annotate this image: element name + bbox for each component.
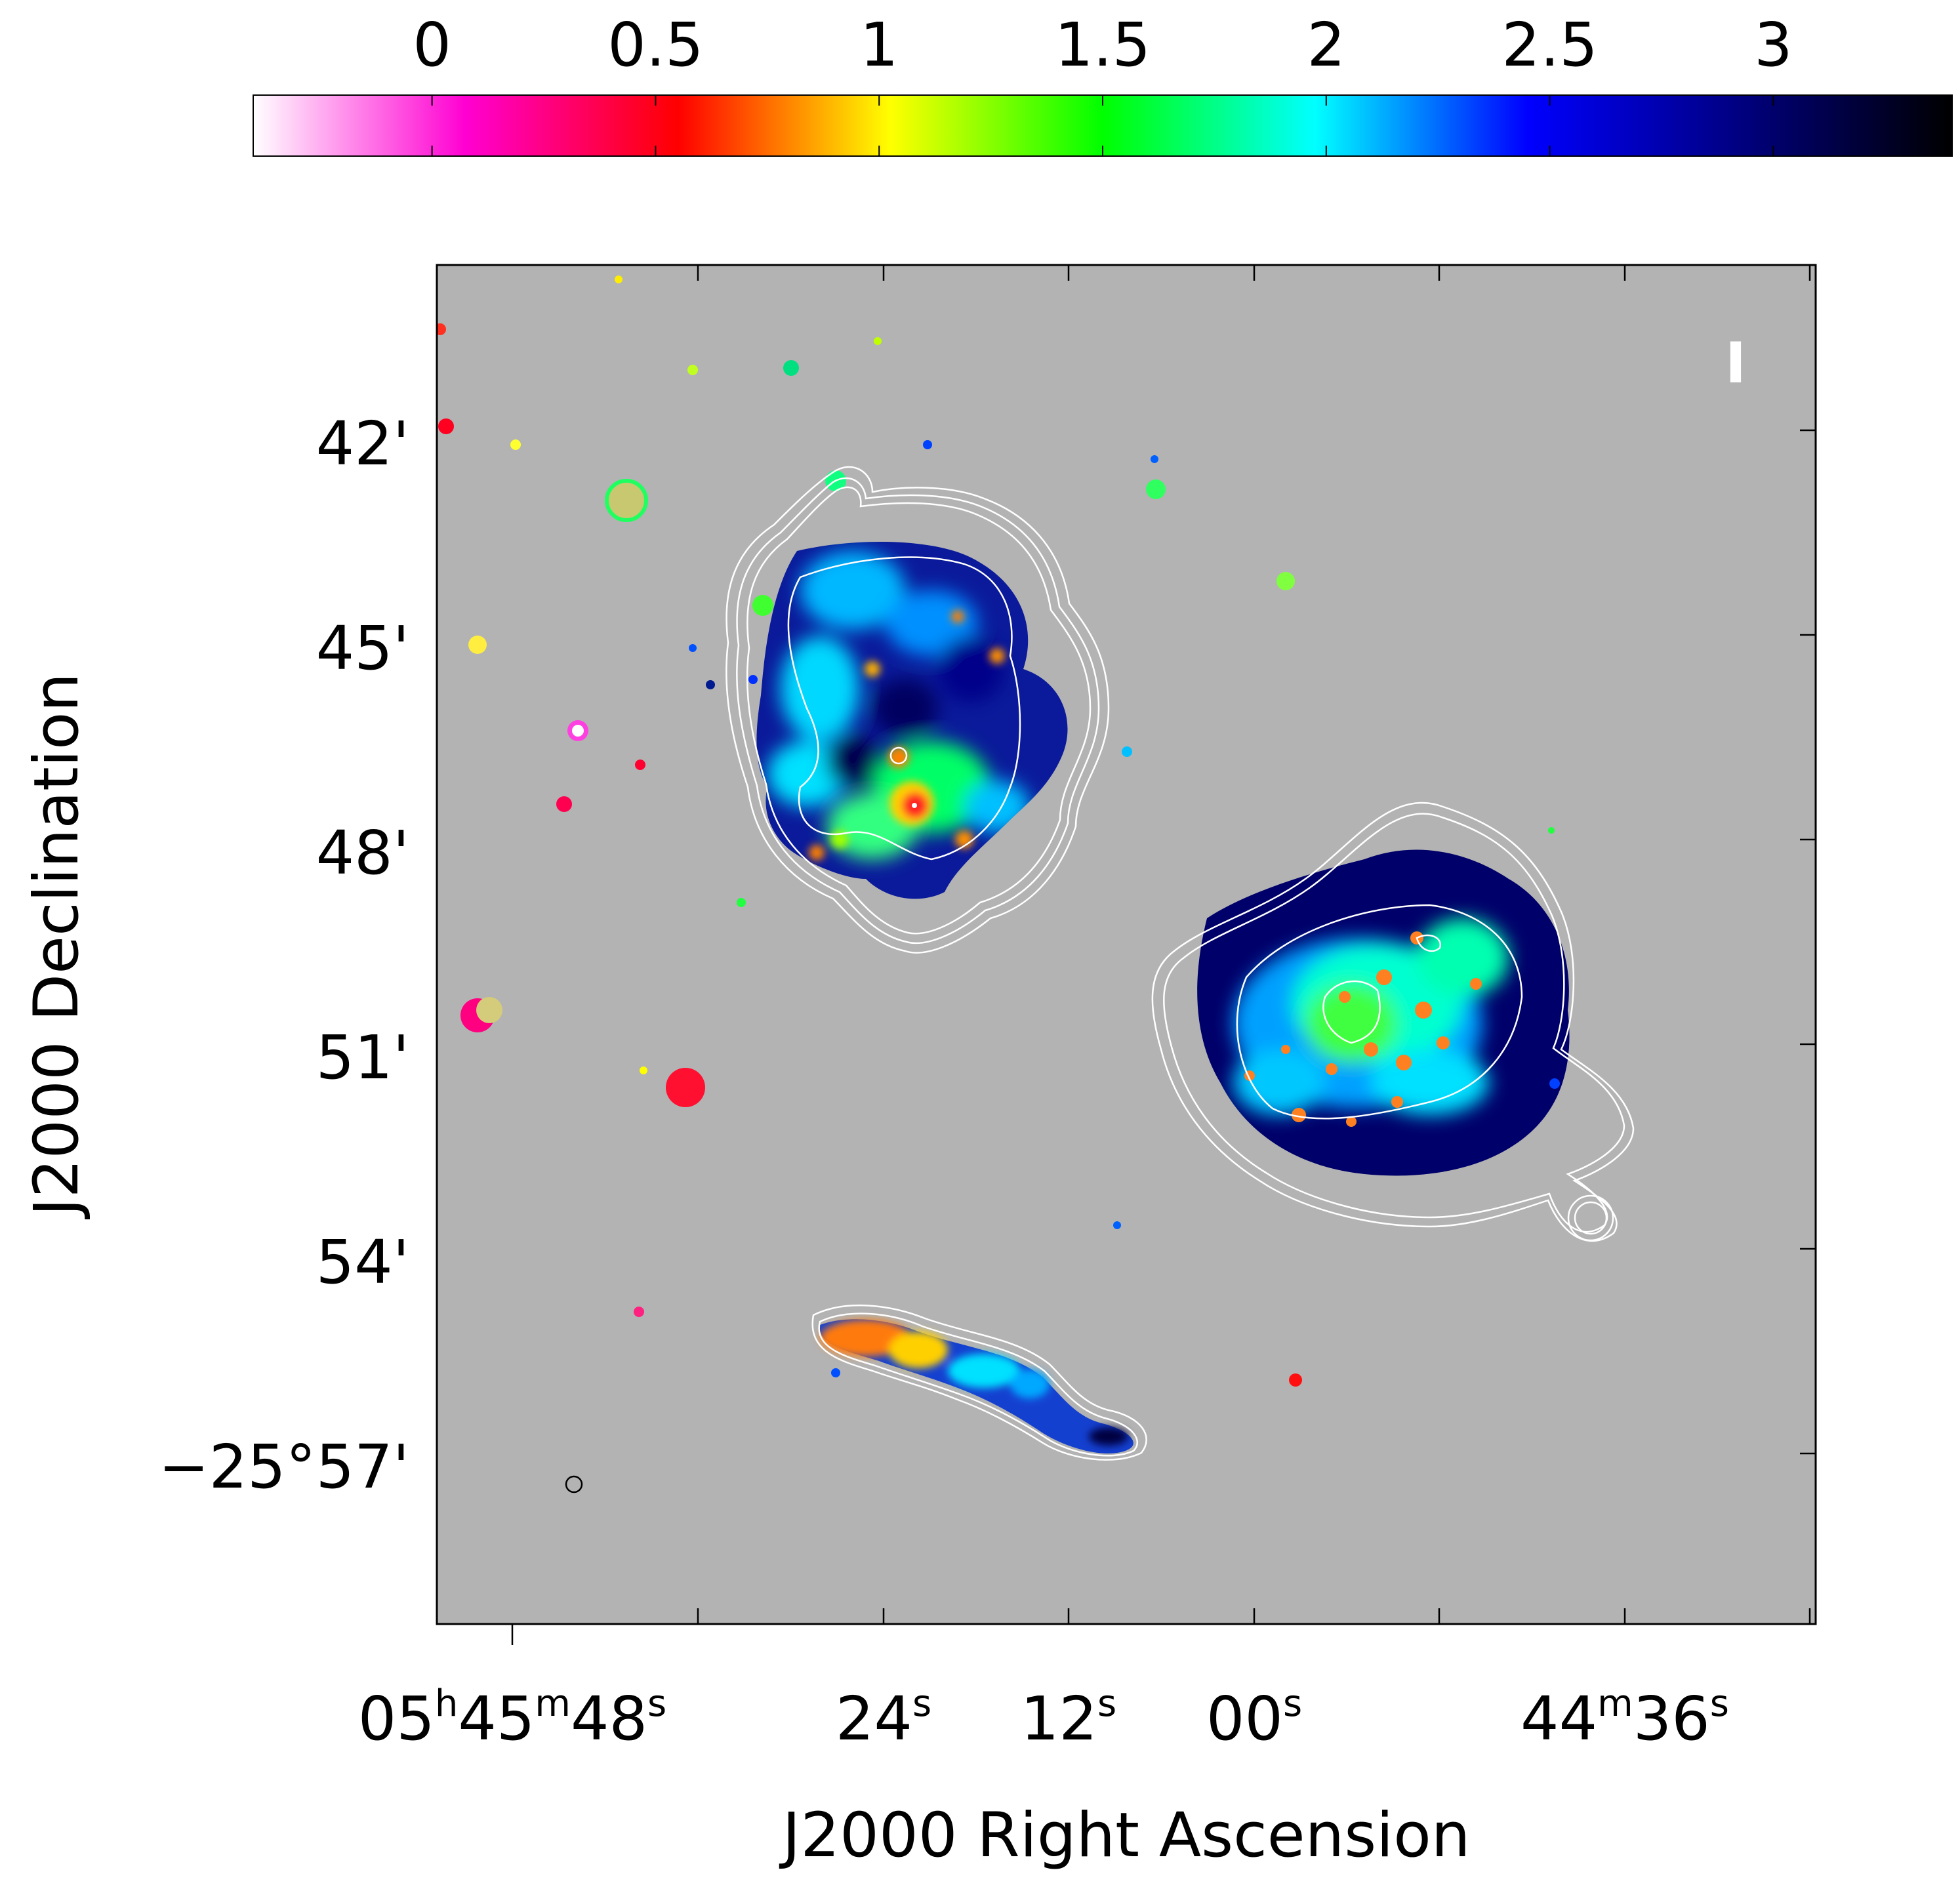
y-axis-label: J2000 Declination [21, 673, 92, 1219]
plot-frame [436, 264, 1817, 1625]
emission-map [437, 275, 1635, 1461]
panel-marker: I [1725, 331, 1746, 396]
x-tick-label: 05h45m48s [358, 1682, 666, 1754]
compact-sources [437, 275, 1560, 1387]
colorbar-tick-label: 2 [1307, 10, 1346, 80]
x-tick-label: 00s [1206, 1682, 1302, 1754]
x-tick-labels: 05h45m48s 24s 12s 00s 44m36s [358, 1682, 1729, 1754]
plot-background [437, 265, 1816, 1624]
x-tick-label: 12s [1021, 1682, 1116, 1754]
y-tick-labels: 42' 45' 48' 51' 54' −25°57' [158, 409, 409, 1502]
x-tick-label: 44m36s [1521, 1682, 1729, 1754]
y-tick-label: −25°57' [158, 1432, 409, 1502]
beam-ellipse [565, 1475, 583, 1493]
colorbar-tick-label: 0.5 [607, 10, 703, 80]
colorbar-tick-label: 2.5 [1501, 10, 1597, 80]
y-tick-label: 48' [316, 818, 409, 888]
y-tick-label: 42' [316, 409, 409, 479]
colorbar-tick-label: 1 [860, 10, 899, 80]
x-axis-label: J2000 Right Ascension [779, 1800, 1471, 1871]
y-tick-label: 51' [316, 1023, 409, 1093]
y-tick-label: 45' [316, 613, 409, 683]
colorbar-tick-label: 0 [413, 10, 451, 80]
axis-ticks [511, 265, 1816, 1645]
image-panel: I [436, 264, 1817, 1645]
colorbar-tick-label: 3 [1754, 10, 1793, 80]
colorbar-ticks [431, 95, 1774, 156]
colorbar: 0 0.5 1 1.5 2 2.5 3 [253, 10, 1953, 157]
x-tick-label: 24s [836, 1682, 931, 1754]
southern-source [819, 1319, 1133, 1453]
contours [725, 466, 1635, 1461]
colorbar-tick-label: 1.5 [1055, 10, 1151, 80]
colorbar-tick-labels: 0 0.5 1 1.5 2 2.5 3 [413, 10, 1792, 80]
y-tick-label: 54' [316, 1227, 409, 1297]
